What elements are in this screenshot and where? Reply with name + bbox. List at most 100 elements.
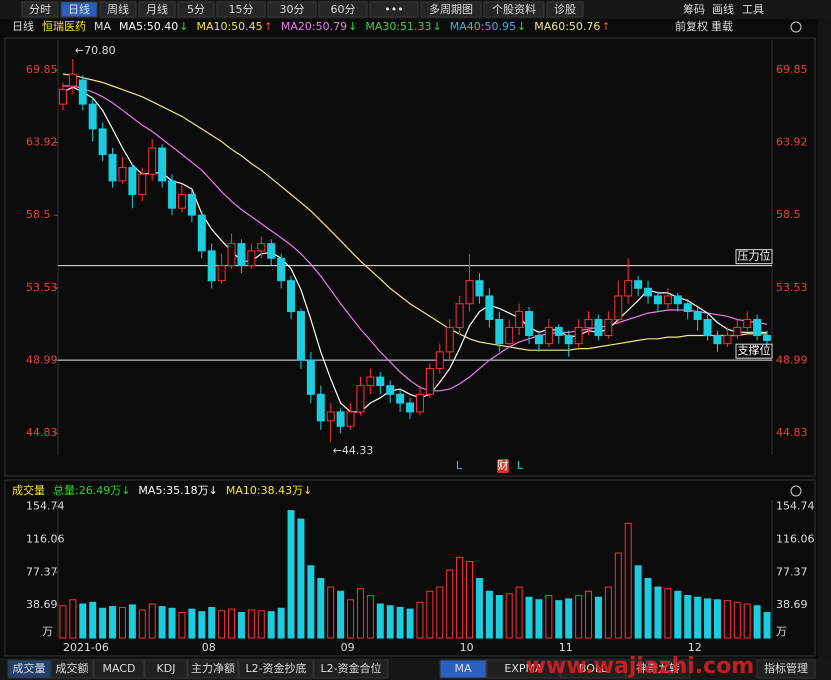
tab-label[interactable]: 指标管理	[764, 661, 808, 675]
candle-body	[475, 280, 484, 297]
event-marker[interactable]: L	[517, 459, 524, 472]
ma-line	[63, 85, 768, 392]
toolbar-button[interactable]	[216, 1, 266, 18]
tab-label[interactable]: 神奇九转	[636, 661, 680, 675]
candle-body	[713, 335, 722, 345]
tab[interactable]	[144, 659, 188, 679]
toolbar-label[interactable]: 60分	[331, 3, 356, 16]
close-icon[interactable]	[790, 21, 802, 33]
tab-label[interactable]: L2-资金抄底	[245, 661, 306, 675]
tab[interactable]	[486, 659, 561, 679]
tab[interactable]	[50, 659, 94, 679]
toolbar-button[interactable]	[138, 1, 176, 18]
toolbar-button[interactable]	[318, 1, 368, 18]
toolbar-button[interactable]	[369, 1, 419, 18]
volume-bar	[594, 596, 602, 639]
toolbar-button[interactable]	[546, 1, 584, 18]
toolbar-button[interactable]	[267, 1, 317, 18]
toolbar-tool[interactable]: 筹码	[683, 2, 705, 16]
candle-body	[187, 193, 196, 216]
tab[interactable]	[313, 659, 389, 679]
toolbar-label[interactable]: 分时	[29, 3, 51, 16]
info-action[interactable]: 重载	[711, 19, 733, 33]
tab-label[interactable]: MA	[454, 662, 471, 675]
candle-body	[108, 154, 117, 182]
volume-bar	[475, 578, 483, 639]
tab[interactable]	[560, 659, 626, 679]
event-marker[interactable]: 财	[498, 458, 509, 472]
tab[interactable]	[238, 659, 314, 679]
tab[interactable]	[7, 659, 51, 679]
candle-body	[653, 295, 662, 305]
toolbar-label[interactable]: 月线	[146, 2, 168, 16]
tab-label[interactable]: 成交量	[13, 661, 46, 675]
candle-body	[544, 326, 553, 345]
toolbar-button[interactable]	[177, 1, 215, 18]
tab-label[interactable]: MACD	[103, 662, 136, 675]
volume-bar	[743, 603, 751, 639]
toolbar-label[interactable]: 周线	[107, 2, 129, 16]
candle-body	[733, 326, 742, 337]
candle-body	[217, 265, 226, 282]
candle-body	[753, 318, 762, 337]
volume-bar	[257, 610, 265, 639]
volume-legend: MA10:38.43万↓	[226, 484, 312, 497]
toolbar-tool[interactable]: 画线	[712, 2, 734, 16]
volume-bar	[198, 611, 206, 639]
ma-value: MA60:50.76	[534, 20, 600, 33]
volume-bar	[704, 598, 712, 639]
close-icon[interactable]	[790, 485, 802, 497]
y-tick-label: 63.92	[776, 136, 808, 149]
volume-bar	[69, 599, 77, 639]
ma-arrow: ↑	[264, 20, 273, 33]
toolbar-button[interactable]	[99, 1, 137, 18]
tab-label[interactable]: L2-资金合位	[320, 661, 381, 675]
toolbar-label[interactable]: 诊股	[554, 2, 576, 16]
toolbar-label[interactable]: 15分	[229, 3, 254, 16]
candle-body	[68, 73, 77, 87]
volume-bar	[376, 603, 384, 639]
volume-bar	[694, 596, 702, 639]
event-marker[interactable]: L	[456, 459, 463, 472]
tab[interactable]	[93, 659, 145, 679]
volume-bar	[208, 606, 216, 639]
tab[interactable]	[756, 659, 816, 679]
toolbar-label[interactable]: 5分	[187, 3, 205, 16]
toolbar-button[interactable]	[21, 1, 59, 18]
volume-panel	[4, 479, 816, 657]
candle-body	[425, 368, 434, 395]
tab-label[interactable]: 成交额	[56, 661, 89, 675]
toolbar-label[interactable]: 日线	[68, 2, 90, 16]
tab-label[interactable]: EXPMA	[504, 662, 543, 675]
tab-label[interactable]: BOLL	[579, 662, 608, 675]
tab[interactable]	[625, 659, 691, 679]
tab[interactable]	[187, 659, 239, 679]
toolbar-label[interactable]: •••	[384, 3, 403, 16]
toolbar-button[interactable]	[60, 1, 98, 18]
tab[interactable]	[439, 659, 487, 679]
info-action[interactable]: 前复权	[675, 19, 708, 33]
candle-body	[624, 280, 633, 297]
candle-body	[267, 243, 276, 259]
tab-label[interactable]: KDJ	[157, 662, 176, 675]
toolbar-label[interactable]: 多周期图	[429, 2, 473, 16]
volume-bar	[565, 598, 573, 639]
candle-body	[346, 411, 355, 427]
toolbar-label[interactable]: 30分	[280, 3, 305, 16]
toolbar-button[interactable]	[420, 1, 482, 18]
y-tick-label: 44.83	[26, 426, 58, 439]
toolbar-button[interactable]	[483, 1, 545, 18]
volume-bar	[267, 611, 275, 639]
candle-body	[743, 318, 752, 328]
toolbar-label[interactable]: 个股资料	[492, 2, 536, 16]
volume-bar	[317, 578, 325, 639]
volume-bar	[644, 578, 652, 639]
volume-bar	[733, 601, 741, 639]
toolbar-tool[interactable]: 工具	[742, 3, 764, 16]
volume-bar	[356, 588, 364, 639]
volume-bar	[228, 608, 236, 639]
candle-body	[515, 311, 524, 328]
level-box	[735, 249, 773, 265]
tab-label[interactable]: 主力净额	[191, 661, 235, 675]
ma-line	[62, 73, 767, 351]
